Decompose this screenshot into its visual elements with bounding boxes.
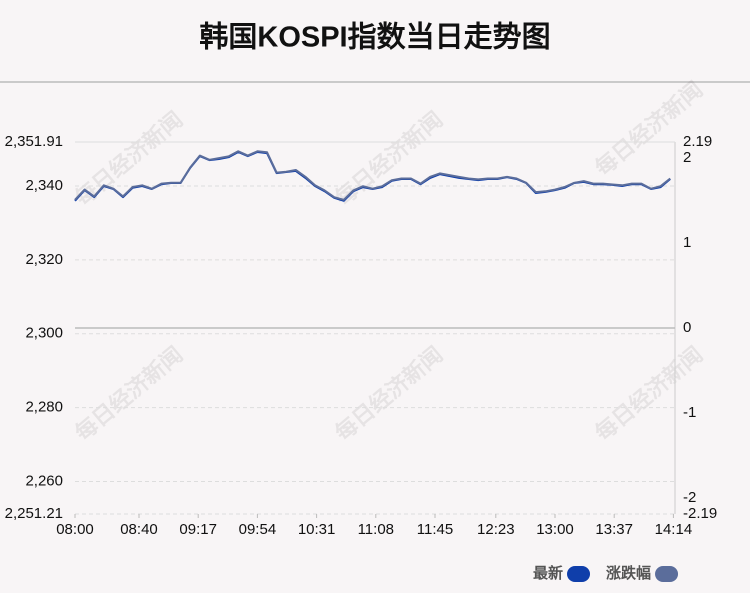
y-tick-label: 2,320 xyxy=(25,251,63,268)
x-tick-label: 10:31 xyxy=(298,521,336,538)
x-tick-label: 13:37 xyxy=(595,521,633,538)
x-tick-label: 13:00 xyxy=(536,521,574,538)
y2-tick-label: -2 xyxy=(683,489,696,506)
x-tick-label: 11:45 xyxy=(417,521,453,538)
y-tick-label: 2,340 xyxy=(25,177,63,194)
x-tick-label: 09:54 xyxy=(239,521,277,538)
y-tick-label: 2,280 xyxy=(25,399,63,416)
y2-tick-label: 2.19 xyxy=(683,133,712,150)
legend-swatch xyxy=(655,566,679,582)
x-tick-label: 09:17 xyxy=(179,521,217,538)
y2-tick-label: -1 xyxy=(683,404,696,421)
x-tick-label: 11:08 xyxy=(358,521,394,538)
y-tick-label: 2,251.21 xyxy=(5,505,63,522)
x-tick-label: 14:14 xyxy=(655,521,693,538)
y-tick-label: 2,260 xyxy=(25,472,63,489)
legend-swatch xyxy=(567,566,591,582)
y2-tick-label: 1 xyxy=(683,234,691,251)
x-tick-label: 08:00 xyxy=(56,521,94,538)
y2-tick-label: 0 xyxy=(683,319,691,336)
x-tick-label: 08:40 xyxy=(120,521,158,538)
legend-label: 最新 xyxy=(533,564,563,582)
chart-title: 韩国KOSPI指数当日走势图 xyxy=(199,21,550,54)
y2-tick-label: -2.19 xyxy=(683,505,717,522)
y-tick-label: 2,300 xyxy=(25,325,63,342)
legend-label: 涨跌幅 xyxy=(606,564,651,582)
y2-tick-label: 2 xyxy=(683,149,691,166)
y-tick-label: 2,351.91 xyxy=(5,133,63,150)
series-line xyxy=(74,150,671,201)
x-tick-label: 12:23 xyxy=(477,521,515,538)
